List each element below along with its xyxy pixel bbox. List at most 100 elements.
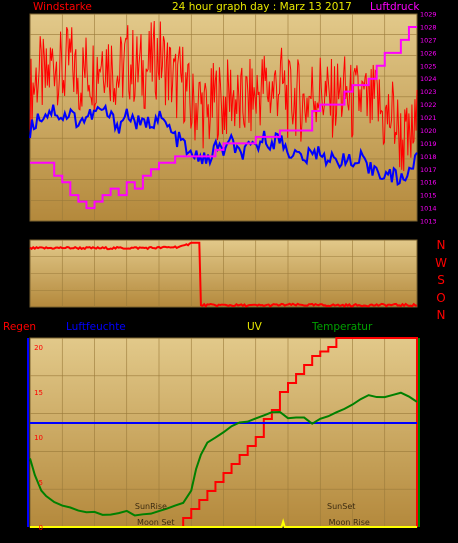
y-tick-label-wind: 40 [16, 51, 26, 60]
pressure-line [30, 25, 417, 210]
y-tick-label-direction: 0 [21, 303, 26, 312]
x-tick-label-rain: 10 [186, 530, 196, 539]
y2-tick-label-pressure: 1020 [420, 127, 437, 135]
y-tick-label-direction: 180 [12, 270, 27, 279]
x-tick-label-wind: 20 [348, 224, 358, 233]
x-tick-label-direction: 16 [283, 310, 293, 319]
y-tick-label-wind: 50 [16, 10, 26, 19]
humidity-tick-label: 98,2 [11, 411, 25, 419]
humidity-tick-label: 98,6 [11, 373, 25, 381]
label-regen: Regen [3, 321, 37, 333]
humidity-tick-label: 97,4 [11, 486, 25, 494]
y2-tick-label-pressure: 1027 [420, 36, 437, 44]
x-tick-label-direction: 06 [122, 310, 132, 319]
direction-label-w: W [435, 255, 447, 270]
y2-tick-label-pressure: 1014 [420, 205, 437, 213]
y2-tick-label-pressure: 1025 [420, 62, 437, 70]
x-tick-label-rain: 08 [154, 530, 164, 539]
temperature-line [29, 391, 418, 517]
wind-direction-line [29, 241, 418, 308]
temperature-tick-label: 7,5 [422, 524, 432, 532]
x-tick-label-direction: 08 [154, 310, 164, 319]
x-tick-label-rain: 18 [315, 530, 325, 539]
wind-gust-line [29, 21, 418, 172]
humidity-tick-label: 98,8 [11, 354, 25, 362]
x-tick-label-wind: 02 [57, 224, 67, 233]
x-tick-label-direction: 14 [251, 310, 261, 319]
y2-tick-label-pressure: 1013 [420, 218, 437, 226]
temperature-tick-label: 11,5 [422, 423, 436, 431]
temperature-tick-label: 10 [422, 461, 430, 469]
y2-tick-label-pressure: 1023 [420, 88, 437, 96]
header-title: 24 hour graph day : Marz 13 2017 [172, 1, 352, 13]
wind-average-line [29, 103, 418, 186]
humidity-tick-label: 97 [17, 524, 25, 532]
x-tick-label-rain: 20 [348, 530, 358, 539]
x-tick-label-rain: 16 [283, 530, 293, 539]
x-tick-label-rain: 04 [90, 530, 100, 539]
y2-tick-label-pressure: 1029 [420, 11, 437, 19]
x-tick-label-direction: 22 [380, 310, 390, 319]
humidity-tick-label: 98 [17, 430, 25, 438]
chart-series [29, 21, 418, 528]
x-tick-label-wind: 12 [219, 224, 229, 233]
x-tick-label-direction: 00 [412, 310, 422, 319]
x-tick-label-rain: 22 [380, 530, 390, 539]
y-tick-label-wind: 0 [21, 217, 26, 226]
x-tick-label-direction: 18 [315, 310, 325, 319]
x-tick-label-rain: 12 [219, 530, 229, 539]
y2-tick-label-pressure: 1022 [420, 101, 437, 109]
direction-label-o: O [436, 290, 446, 305]
temperature-tick-label: 13,5 [422, 372, 436, 380]
y2-tick-label-pressure: 1021 [420, 114, 437, 122]
direction-labels: N W S O N [433, 237, 449, 325]
direction-label-n: N [436, 238, 446, 252]
astro-annotation: SunSet [327, 502, 355, 511]
temperature-tick-label: 12 [422, 410, 430, 418]
rain-tick-label: 10 [34, 434, 43, 442]
y2-tick-label-pressure: 1026 [420, 49, 437, 57]
x-tick-label-rain: 00 [412, 530, 422, 539]
x-tick-label-direction: 10 [186, 310, 196, 319]
header-left-label: Windstarke [33, 1, 92, 13]
x-tick-label-wind: 10 [186, 224, 196, 233]
x-tick-label-rain: 14 [251, 530, 261, 539]
humidity-tick-label: 97,8 [11, 448, 25, 456]
humidity-tick-label: 98,4 [11, 392, 25, 400]
temperature-tick-label: 8 [422, 511, 426, 519]
y-tick-label-wind: 30 [16, 93, 26, 102]
y2-tick-label-pressure: 1028 [420, 23, 437, 31]
x-tick-label-wind: 18 [315, 224, 325, 233]
chart-tick-labels: 02 04 06 08 10 12 14 16 18 20 22 000510152025303540… [11, 10, 437, 539]
x-tick-label-direction: 04 [90, 310, 100, 319]
x-tick-label-wind: 00 [412, 224, 422, 233]
temperature-tick-label: 15 [422, 335, 430, 343]
y-tick-label-wind: 20 [16, 134, 26, 143]
humidity-tick-label: 97,2 [11, 505, 25, 513]
temperature-tick-label: 11 [422, 435, 430, 443]
x-tick-label-wind: 06 [122, 224, 132, 233]
rain-tick-label: 0 [39, 524, 43, 532]
y2-tick-label-pressure: 1024 [420, 75, 437, 83]
y-tick-label-direction: 270 [12, 253, 27, 262]
x-tick-label-wind: 22 [380, 224, 390, 233]
x-tick-label-wind: 16 [283, 224, 293, 233]
rain-tick-label: 20 [34, 344, 43, 352]
y-tick-label-direction: 90 [16, 286, 26, 295]
y2-tick-label-pressure: 1016 [420, 179, 437, 187]
astro-annotation: Moon Set [137, 518, 174, 527]
y-tick-label-direction: 360 [12, 236, 27, 245]
temperature-tick-label: 13 [422, 385, 430, 393]
temperature-tick-label: 14 [422, 360, 430, 368]
y-tick-label-wind: 10 [16, 176, 26, 185]
label-uv: UV [247, 321, 262, 333]
temperature-tick-label: 10,5 [422, 448, 436, 456]
x-tick-label-wind: 04 [90, 224, 100, 233]
temperature-tick-label: 9,5 [422, 473, 432, 481]
label-temperatur: Temperatur [312, 321, 373, 333]
astro-annotation: SunRise [135, 502, 167, 511]
x-tick-label-direction: 12 [219, 310, 229, 319]
y-tick-label-wind: 5 [21, 196, 26, 205]
astro-annotation: Moon Rise [329, 518, 370, 527]
